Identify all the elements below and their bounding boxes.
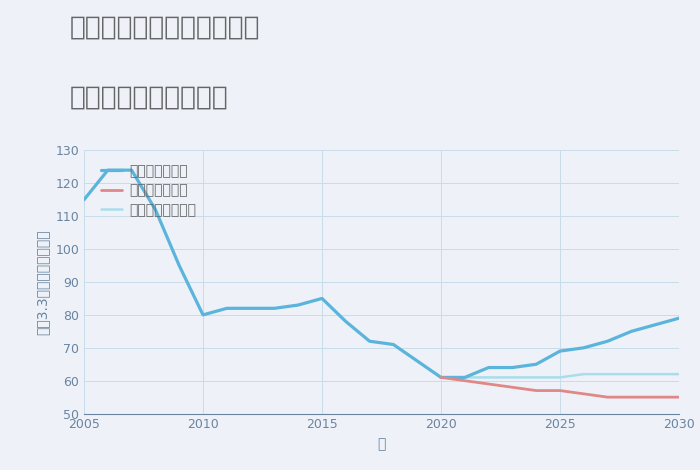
バッドシナリオ xyxy=(580,391,588,397)
ノーマルシナリオ xyxy=(461,375,469,380)
ノーマルシナリオ xyxy=(437,375,445,380)
グッドシナリオ xyxy=(318,296,326,301)
グッドシナリオ xyxy=(151,207,160,212)
グッドシナリオ xyxy=(627,329,636,334)
グッドシナリオ xyxy=(246,306,255,311)
ノーマルシナリオ xyxy=(484,375,493,380)
グッドシナリオ xyxy=(603,338,612,344)
グッドシナリオ xyxy=(675,315,683,321)
Y-axis label: 坪（3.3㎡）単価（万円）: 坪（3.3㎡）単価（万円） xyxy=(36,229,50,335)
グッドシナリオ xyxy=(556,348,564,354)
グッドシナリオ xyxy=(294,302,302,308)
グッドシナリオ xyxy=(532,361,540,367)
Text: 岐阜県郡上市高鷲町鷲見の: 岐阜県郡上市高鷲町鷲見の xyxy=(70,14,260,40)
バッドシナリオ xyxy=(603,394,612,400)
グッドシナリオ xyxy=(651,322,659,328)
グッドシナリオ xyxy=(508,365,517,370)
Line: グッドシナリオ: グッドシナリオ xyxy=(84,170,679,377)
グッドシナリオ xyxy=(413,358,421,364)
バッドシナリオ xyxy=(484,381,493,387)
ノーマルシナリオ xyxy=(675,371,683,377)
グッドシナリオ xyxy=(389,342,398,347)
Text: 中古戸建ての価格推移: 中古戸建ての価格推移 xyxy=(70,85,229,110)
グッドシナリオ xyxy=(484,365,493,370)
バッドシナリオ xyxy=(556,388,564,393)
X-axis label: 年: 年 xyxy=(377,437,386,451)
グッドシナリオ xyxy=(342,319,350,324)
ノーマルシナリオ xyxy=(508,375,517,380)
グッドシナリオ xyxy=(199,312,207,318)
バッドシナリオ xyxy=(461,378,469,384)
バッドシナリオ xyxy=(651,394,659,400)
グッドシナリオ xyxy=(365,338,374,344)
ノーマルシナリオ xyxy=(627,371,636,377)
ノーマルシナリオ xyxy=(556,375,564,380)
グッドシナリオ xyxy=(127,167,136,173)
バッドシナリオ xyxy=(627,394,636,400)
グッドシナリオ xyxy=(437,375,445,380)
Legend: グッドシナリオ, バッドシナリオ, ノーマルシナリオ: グッドシナリオ, バッドシナリオ, ノーマルシナリオ xyxy=(97,160,200,221)
グッドシナリオ xyxy=(461,375,469,380)
ノーマルシナリオ xyxy=(651,371,659,377)
Line: バッドシナリオ: バッドシナリオ xyxy=(441,377,679,397)
グッドシナリオ xyxy=(580,345,588,351)
グッドシナリオ xyxy=(223,306,231,311)
バッドシナリオ xyxy=(675,394,683,400)
ノーマルシナリオ xyxy=(603,371,612,377)
Line: ノーマルシナリオ: ノーマルシナリオ xyxy=(441,374,679,377)
バッドシナリオ xyxy=(508,384,517,390)
ノーマルシナリオ xyxy=(532,375,540,380)
グッドシナリオ xyxy=(80,197,88,203)
グッドシナリオ xyxy=(104,167,112,173)
ノーマルシナリオ xyxy=(580,371,588,377)
グッドシナリオ xyxy=(175,263,183,268)
グッドシナリオ xyxy=(270,306,279,311)
バッドシナリオ xyxy=(532,388,540,393)
バッドシナリオ xyxy=(437,375,445,380)
